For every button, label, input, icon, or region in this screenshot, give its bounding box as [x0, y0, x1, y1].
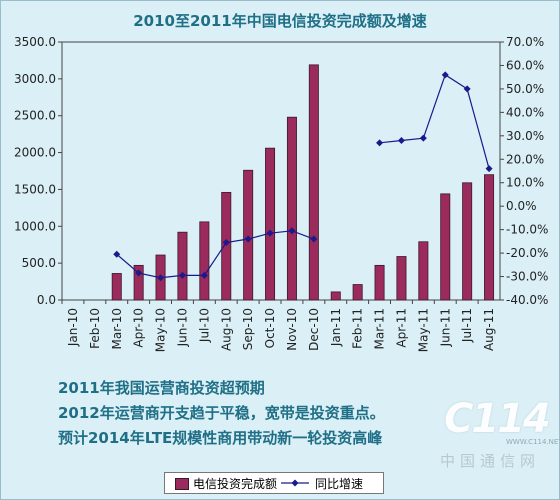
- legend-bar-label: 电信投资完成额: [193, 477, 278, 491]
- bar: [374, 264, 385, 301]
- x-axis-tick-label: Nov-10: [285, 308, 299, 351]
- bar: [199, 221, 210, 301]
- bar: [308, 64, 319, 301]
- left-axis-tick-label: 500.0: [22, 256, 56, 270]
- left-axis-tick-label: 1500.0: [14, 182, 56, 196]
- right-axis-tick-label: 40.0%: [506, 105, 544, 119]
- right-axis-tick-label: -40.0%: [506, 293, 548, 307]
- right-axis-tick-label: 20.0%: [506, 152, 544, 166]
- x-axis-tick-label: Feb-11: [351, 308, 365, 349]
- legend-line-swatch: [281, 479, 309, 487]
- x-axis-tick-label: Apr-11: [394, 308, 408, 348]
- x-axis-tick-label: Oct-10: [263, 308, 277, 348]
- growth-point: [222, 239, 230, 247]
- bar: [396, 256, 407, 301]
- annotation-block: 2011年我国运营商投资超预期 2012年运营商开支趋于平稳，宽带是投资重点。 …: [58, 376, 488, 451]
- growth-line-segment: [379, 73, 490, 169]
- growth-point: [397, 137, 405, 145]
- axes-group: [58, 41, 504, 304]
- x-axis-tick-label: Jun-11: [438, 308, 452, 347]
- bars-group: [111, 64, 495, 301]
- left-axis-tick-label: 3500.0: [14, 35, 56, 49]
- x-axis-tick-label: Sep-10: [241, 308, 255, 350]
- right-axis-tick-label: 50.0%: [506, 82, 544, 96]
- bar: [133, 264, 144, 301]
- growth-point: [463, 85, 471, 93]
- right-axis-tick-label: -20.0%: [506, 246, 548, 260]
- x-axis-tick-label: Aug-10: [219, 308, 233, 351]
- bar: [352, 284, 363, 301]
- bar: [330, 291, 341, 301]
- x-axis-tick-label: Jan-10: [66, 308, 80, 347]
- growth-point: [113, 250, 121, 258]
- growth-point: [376, 139, 384, 147]
- growth-point: [419, 134, 427, 142]
- left-axis-tick-label: 0.0: [37, 293, 56, 307]
- x-axis-tick-label: Apr-10: [132, 308, 146, 348]
- bar: [440, 193, 451, 301]
- right-axis-tick-label: 70.0%: [506, 35, 544, 49]
- x-axis-tick-label: Jan-11: [329, 308, 343, 347]
- x-axis-tick-label: Jul-10: [197, 308, 211, 343]
- growth-point: [266, 229, 274, 237]
- tick-labels-group: 0.0 500.0 1000.0 1500.0 2000.0 2500.0 3000.0 35…: [14, 35, 548, 352]
- right-axis-tick-label: -30.0%: [506, 270, 548, 284]
- legend-line-label: 同比增速: [315, 477, 364, 491]
- bar: [484, 174, 495, 301]
- bar: [243, 169, 254, 301]
- bar: [111, 273, 122, 301]
- c114-watermark: C114 WWW.C114.NET 中国通信网: [436, 396, 560, 476]
- growth-point: [200, 271, 208, 279]
- annotation-line-3: 预计2014年LTE规模性商用带动新一轮投资高峰: [58, 429, 383, 447]
- plot-area: [61, 41, 501, 301]
- growth-line-group: [113, 71, 493, 282]
- right-axis-tick-label: 10.0%: [506, 176, 544, 190]
- annotation-line-1: 2011年我国运营商投资超预期: [58, 379, 265, 397]
- x-axis-tick-label: Mar-10: [110, 308, 124, 349]
- growth-line-segment: [116, 230, 315, 279]
- bar: [265, 147, 276, 301]
- chart-legend: 电信投资完成额 同比增速: [164, 472, 384, 494]
- bar: [286, 116, 297, 301]
- right-axis-tick-label: -10.0%: [506, 223, 548, 237]
- bar: [177, 231, 188, 301]
- c114-logo: C114: [444, 396, 551, 442]
- c114-url: WWW.C114.NET: [506, 438, 560, 446]
- growth-point: [178, 271, 186, 279]
- bar: [418, 241, 429, 301]
- x-axis-tick-label: Dec-10: [307, 308, 321, 351]
- c114-site-name: 中国通信网: [440, 452, 541, 470]
- left-axis-tick-label: 2500.0: [14, 109, 56, 123]
- left-axis-tick-label: 1000.0: [14, 219, 56, 233]
- growth-point: [244, 235, 252, 243]
- x-axis-tick-label: Aug-11: [482, 308, 496, 351]
- bar: [221, 191, 232, 301]
- right-axis-tick-label: 30.0%: [506, 129, 544, 143]
- x-axis-tick-label: May-10: [154, 308, 168, 352]
- right-axis-tick-label: 0.0%: [506, 199, 537, 213]
- x-axis-tick-label: Feb-10: [88, 308, 102, 349]
- bar: [462, 182, 473, 301]
- growth-point: [288, 227, 296, 235]
- growth-point: [157, 274, 165, 282]
- growth-point: [441, 71, 449, 79]
- annotation-line-2: 2012年运营商开支趋于平稳，宽带是投资重点。: [58, 404, 385, 422]
- x-axis-tick-label: May-11: [416, 308, 430, 352]
- right-axis-tick-label: 60.0%: [506, 58, 544, 72]
- growth-point: [310, 235, 318, 243]
- growth-point: [135, 269, 143, 277]
- chart-title: 2010至2011年中国电信投资完成额及增速: [133, 12, 427, 30]
- legend-bar-swatch: [175, 478, 189, 490]
- x-axis-tick-label: Mar-11: [373, 308, 387, 349]
- x-axis-tick-label: Jun-10: [175, 308, 189, 347]
- left-axis-tick-label: 2000.0: [14, 146, 56, 160]
- growth-point: [485, 165, 493, 173]
- x-axis-tick-label: Jul-11: [460, 308, 474, 343]
- left-axis-tick-label: 3000.0: [14, 72, 56, 86]
